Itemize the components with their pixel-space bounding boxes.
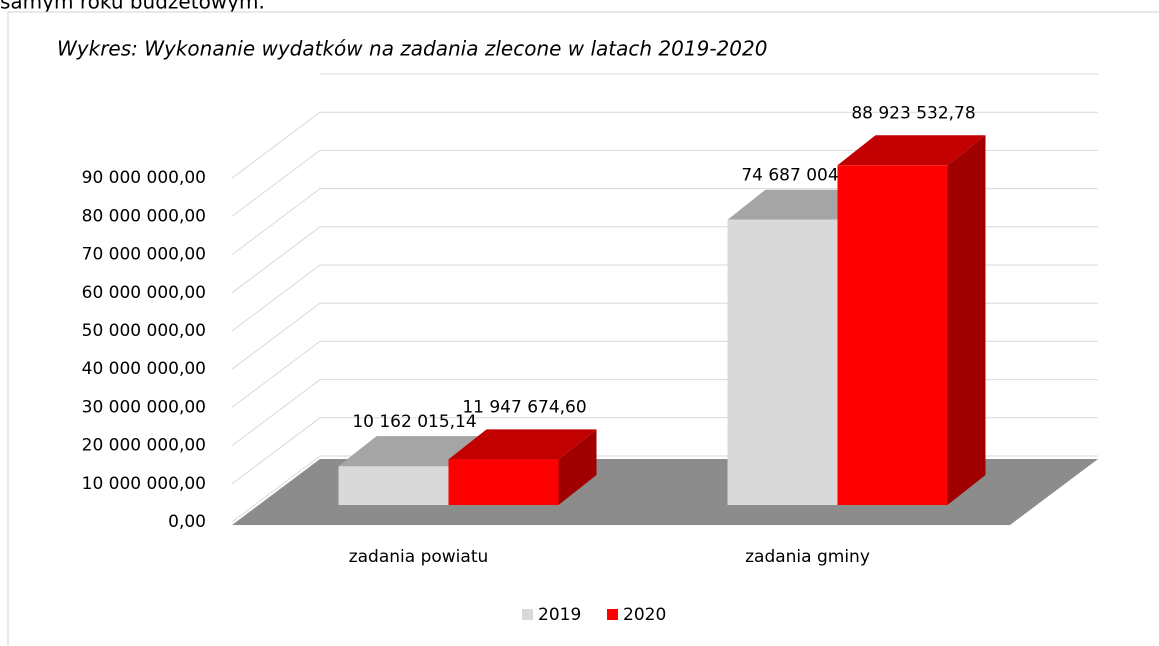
y-tick-label: 50 000 000,00 [82,321,206,341]
bar-top [837,135,986,166]
legend-label: 2019 [538,605,581,625]
x-tick-label: zadania powiatu [349,547,489,567]
value-label: 88 923 532,78 [851,103,975,123]
legend-label: 2020 [623,605,666,625]
value-label: 74 687 004,23 [741,166,865,186]
value-label: 11 947 674,60 [462,397,586,417]
bar-top [448,429,597,460]
grid-line [231,111,1098,179]
bar [338,466,449,505]
y-tick-label: 10 000 000,00 [82,474,206,494]
x-tick-label: zadania gminy [745,547,870,567]
y-tick-label: 20 000 000,00 [82,436,206,456]
y-tick-label: 80 000 000,00 [82,206,206,226]
y-tick-label: 40 000 000,00 [82,359,206,379]
y-tick-label: 90 000 000,00 [82,168,206,188]
y-tick-label: 30 000 000,00 [82,397,206,417]
value-label: 10 162 015,14 [352,412,476,432]
y-tick-label: 70 000 000,00 [82,245,206,265]
grid-line [231,149,1098,217]
y-tick-label: 60 000 000,00 [82,283,206,303]
bar [837,165,948,505]
header-text: samym roku budżetowym. [0,0,265,14]
legend-swatch [607,609,618,620]
bar-side [558,429,597,505]
y-tick-label: 0,00 [168,512,206,532]
bar-side [947,135,986,505]
bar [448,459,559,505]
legend-swatch [522,609,533,620]
chart-title: Wykres: Wykonanie wydatków na zadania zl… [57,37,767,61]
bar [727,219,838,505]
